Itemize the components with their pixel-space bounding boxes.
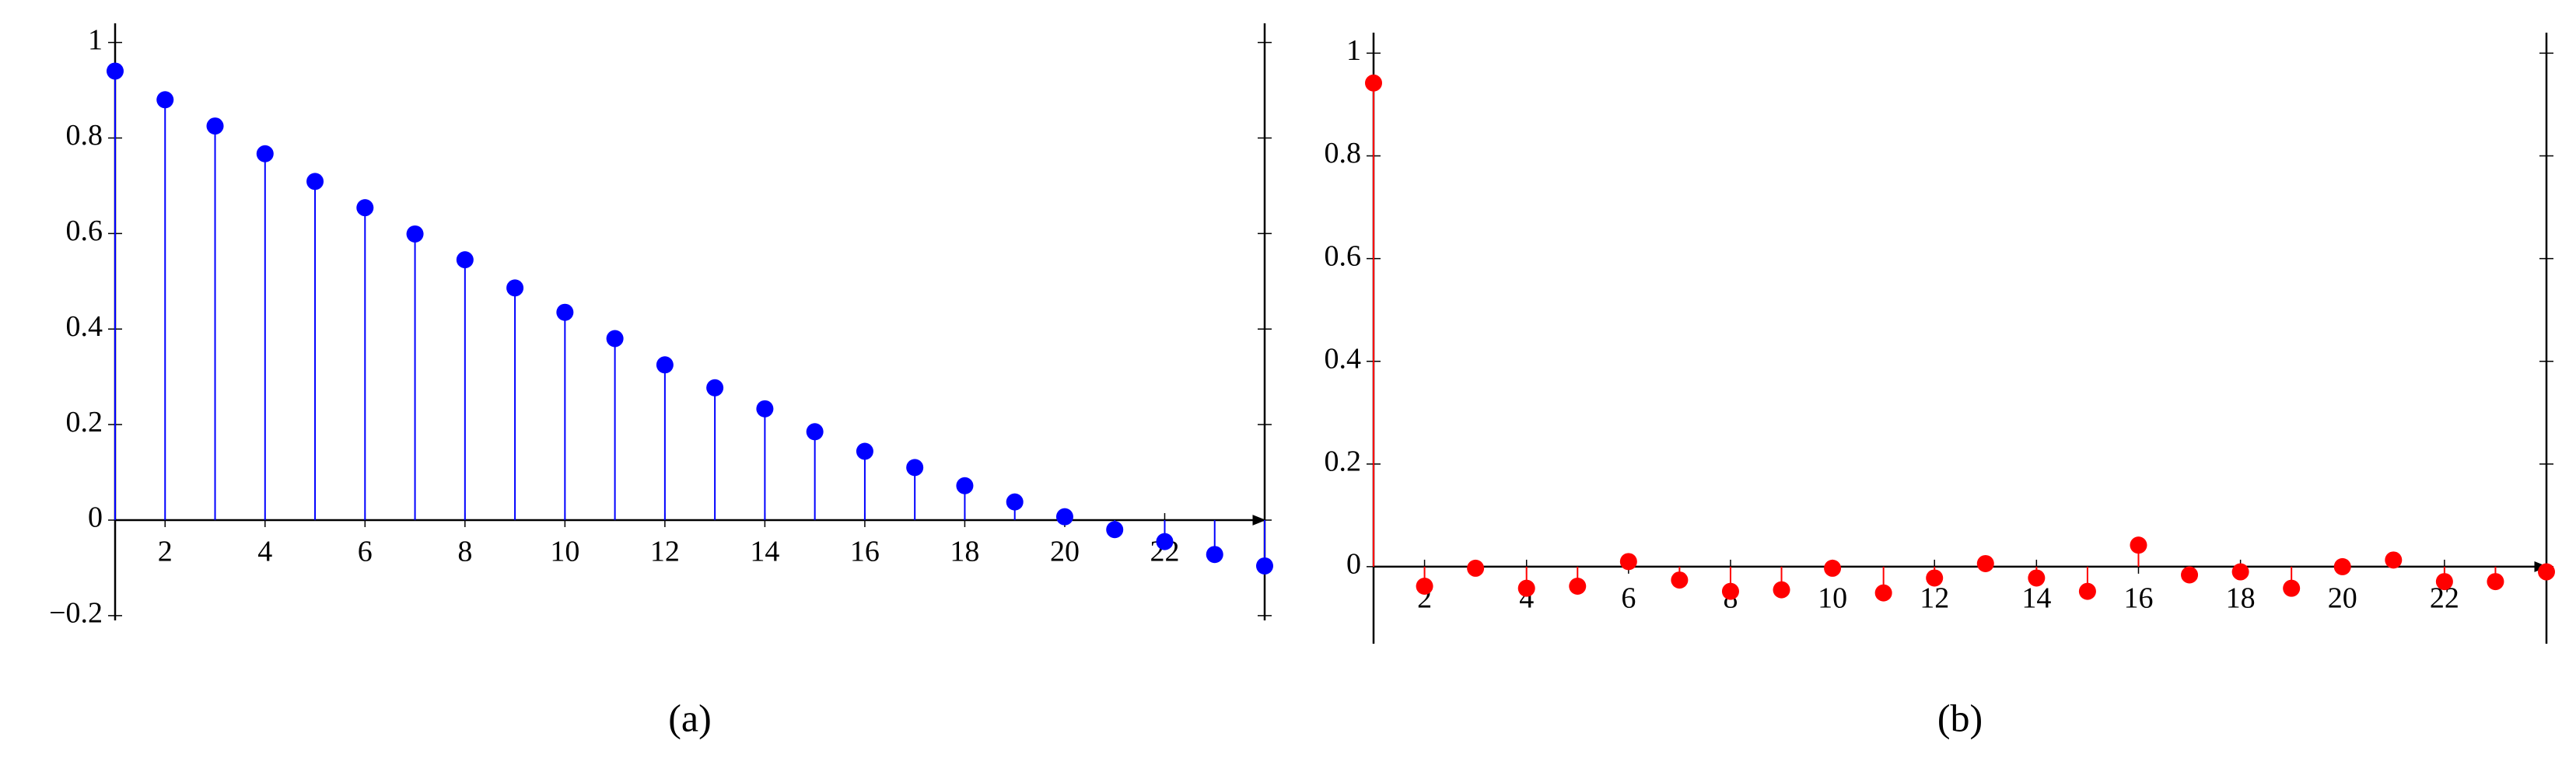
caption: (a)	[668, 696, 712, 739]
y-tick-label: −0.2	[49, 597, 103, 630]
stem-marker	[456, 251, 474, 269]
x-tick-label: 18	[2226, 582, 2256, 615]
caption: (b)	[1937, 696, 1983, 739]
stem-marker	[2130, 536, 2147, 554]
stem-marker	[906, 459, 924, 477]
stem-marker	[2333, 557, 2351, 575]
y-tick-label: 0	[1346, 548, 1361, 581]
x-tick-label: 4	[257, 536, 272, 568]
stem-marker	[2028, 569, 2046, 587]
stem-marker	[1976, 554, 1994, 572]
y-tick-label: 0.4	[66, 310, 103, 343]
y-tick-label: 0.6	[1325, 239, 1362, 272]
stem-marker	[107, 62, 124, 80]
stem-marker	[856, 442, 873, 460]
stem-marker	[1517, 579, 1535, 597]
y-tick-label: 0.6	[66, 215, 103, 247]
stem-marker	[506, 279, 524, 297]
stem-marker	[206, 117, 224, 135]
stem-marker	[556, 303, 574, 321]
stem-marker	[2385, 551, 2403, 569]
stem-marker	[2078, 582, 2096, 600]
stem-marker	[706, 379, 724, 396]
stem-marker	[1467, 559, 1485, 577]
stem-marker	[1055, 508, 1073, 526]
stem-marker	[656, 356, 674, 374]
stem-marker	[606, 330, 624, 348]
x-tick-label: 10	[550, 536, 579, 568]
stem-marker	[1619, 553, 1637, 571]
y-tick-label: 0.2	[1325, 445, 1362, 478]
stem-marker	[1156, 533, 1174, 550]
stem-marker	[2538, 563, 2555, 581]
x-tick-label: 18	[950, 536, 979, 568]
stem-marker	[1416, 578, 1433, 596]
stem-marker	[1365, 74, 1382, 92]
y-tick-label: 1	[88, 23, 103, 56]
x-tick-label: 10	[1818, 582, 1847, 615]
stem-marker	[1773, 581, 1790, 599]
stem-marker	[1874, 584, 1892, 602]
x-tick-label: 20	[2328, 582, 2357, 615]
stem-marker	[1926, 569, 1944, 587]
stem-marker	[756, 400, 774, 417]
stem-marker	[2181, 566, 2199, 584]
stem-marker	[1106, 521, 1124, 539]
x-tick-label: 20	[1050, 536, 1080, 568]
stem-marker	[356, 199, 374, 217]
x-tick-label: 16	[850, 536, 880, 568]
x-tick-label: 8	[457, 536, 472, 568]
stem-marker	[156, 91, 174, 109]
stem-marker	[1671, 571, 1689, 589]
x-tick-label: 16	[2123, 582, 2153, 615]
y-tick-label: 0.4	[1325, 342, 1362, 375]
x-tick-label: 12	[650, 536, 680, 568]
y-tick-label: 0.8	[66, 119, 103, 152]
stem-marker	[1206, 546, 1223, 564]
x-tick-label: 12	[1920, 582, 1949, 615]
y-tick-label: 1	[1346, 34, 1361, 67]
stem-marker	[1256, 557, 1273, 575]
stem-marker	[1721, 582, 1739, 600]
stem-marker	[956, 477, 974, 494]
y-tick-label: 0.8	[1325, 137, 1362, 169]
stem-marker	[1006, 493, 1024, 511]
x-tick-label: 6	[358, 536, 373, 568]
stem-marker	[806, 423, 824, 441]
y-tick-label: 0.2	[66, 406, 103, 438]
stem-marker	[2231, 563, 2249, 581]
stem-marker	[256, 145, 274, 162]
x-tick-label: 14	[750, 536, 779, 568]
y-tick-label: 0	[88, 501, 103, 534]
stem-marker	[1824, 559, 1842, 577]
x-tick-label: 14	[2021, 582, 2051, 615]
x-tick-label: 6	[1621, 582, 1636, 615]
stem-marker	[2283, 579, 2301, 597]
stem-marker	[2435, 573, 2453, 591]
stem-marker	[406, 225, 424, 243]
stem-marker	[1569, 578, 1587, 596]
stem-marker	[306, 173, 324, 190]
stem-marker	[2487, 573, 2504, 591]
x-tick-label: 2	[158, 536, 173, 568]
